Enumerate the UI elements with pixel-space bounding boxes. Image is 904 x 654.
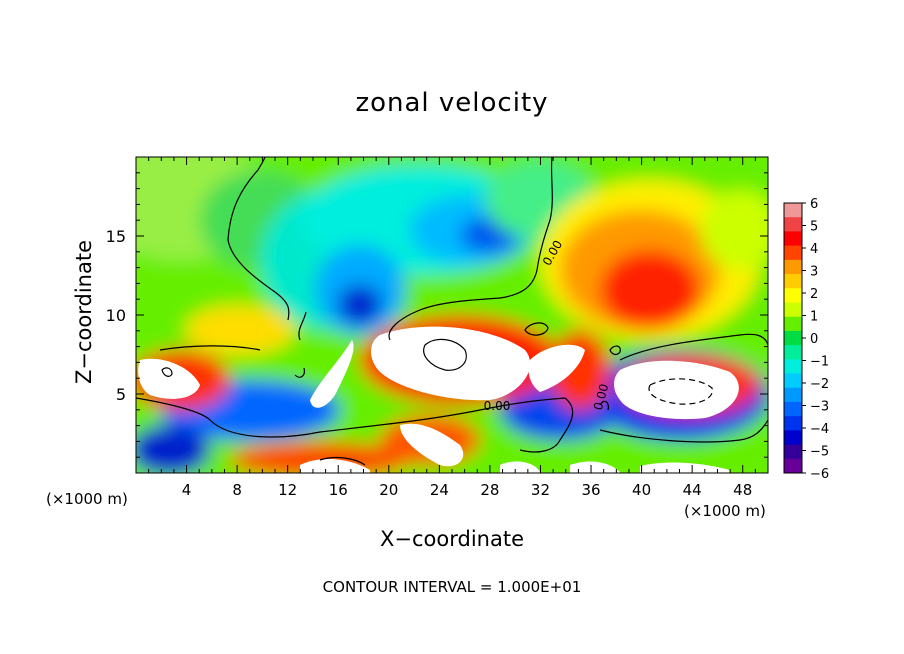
colorbar-swatch xyxy=(784,231,802,247)
colorbar-swatch xyxy=(784,359,802,375)
colorbar-label: 6 xyxy=(810,197,818,212)
x-tick-label: 40 xyxy=(632,481,651,499)
x-axis-label: X−coordinate xyxy=(380,527,524,551)
x-tick-label: 32 xyxy=(531,481,550,499)
y-tick-label: 5 xyxy=(116,385,126,404)
x-tick-label: 44 xyxy=(683,481,702,499)
x-tick-label: 24 xyxy=(430,481,449,499)
x-tick-label: 28 xyxy=(480,481,499,499)
x-tick-label: 36 xyxy=(581,481,600,499)
colorbar-swatch xyxy=(784,330,802,346)
x-tick-label: 8 xyxy=(232,481,242,499)
colorbar-swatch xyxy=(784,245,802,261)
colorbar-label: 1 xyxy=(810,310,818,325)
colorbar-swatch xyxy=(784,430,802,446)
colorbar-swatch xyxy=(784,345,802,360)
colorbar-swatch xyxy=(784,274,802,289)
colorbar-swatch xyxy=(784,387,802,403)
x-unit-left: (×1000 m) xyxy=(46,490,128,508)
x-tick-label: 12 xyxy=(278,481,297,499)
contour-label: 0.00 xyxy=(591,382,611,411)
x-tick-label: 20 xyxy=(379,481,398,499)
colorbar-label: −4 xyxy=(810,422,829,437)
colorbar-label: 4 xyxy=(810,242,818,257)
colorbar-swatch xyxy=(784,217,802,232)
velocity-field: 0.000.00 0.00 xyxy=(136,157,768,473)
colorbar-swatch xyxy=(784,259,802,275)
chart-title: zonal velocity xyxy=(355,88,549,118)
x-unit-right: (×1000 m) xyxy=(684,502,766,520)
colorbar-swatch xyxy=(784,302,802,318)
colorbar-label: −5 xyxy=(810,445,829,460)
colorbar-label: −2 xyxy=(810,377,829,392)
contour-label: 0.00 xyxy=(484,399,511,413)
colorbar-swatch xyxy=(784,458,802,474)
colorbar-label: −6 xyxy=(810,467,829,482)
contour-interval-note: CONTOUR INTERVAL = 1.000E+01 xyxy=(322,578,582,596)
colorbar-swatch xyxy=(784,316,802,332)
x-tick-label: 16 xyxy=(329,481,348,499)
x-tick-label: 4 xyxy=(182,481,192,499)
x-tick-label: 48 xyxy=(733,481,752,499)
y-tick-label: 15 xyxy=(106,227,126,246)
colorbar-swatch xyxy=(784,203,802,218)
colorbar-swatch xyxy=(784,401,802,417)
colorbar-label: 2 xyxy=(810,287,818,302)
colorbar-label: 5 xyxy=(810,220,818,235)
colorbar-swatch xyxy=(784,288,802,303)
colorbar-swatch xyxy=(784,444,802,460)
colorbar-label: −3 xyxy=(810,400,829,415)
y-tick-label: 10 xyxy=(106,306,126,325)
colorbar-swatch xyxy=(784,373,802,389)
colorbar-swatch xyxy=(784,416,802,431)
colorbar-label: 0 xyxy=(810,332,818,347)
colorbar-label: 3 xyxy=(810,265,818,280)
colorbar-label: −1 xyxy=(810,355,829,370)
